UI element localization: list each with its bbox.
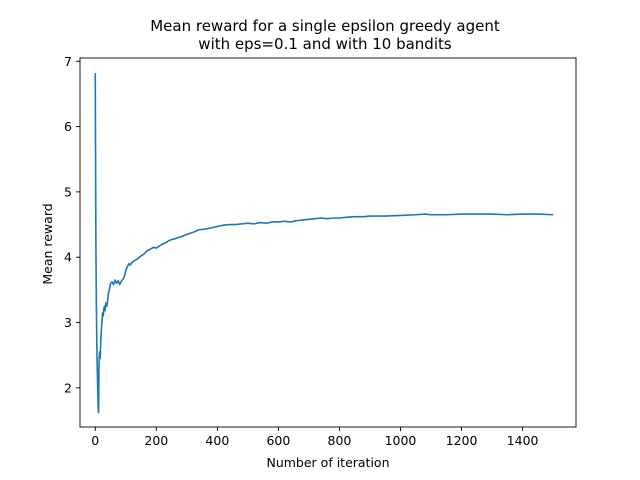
chart-title-line-1: Mean reward for a single epsilon greedy … xyxy=(150,17,500,35)
x-tick-label: 600 xyxy=(266,433,290,448)
y-axis-ticks: 2 3 4 5 6 7 xyxy=(64,54,80,395)
x-tick-label: 1000 xyxy=(385,433,417,448)
x-axis-ticks: 0 200 400 600 800 1000 1200 1400 xyxy=(91,427,539,448)
x-axis-label: Number of iteration xyxy=(266,455,389,470)
plot-area xyxy=(79,57,577,428)
y-tick-label: 6 xyxy=(64,119,72,134)
x-tick-label: 800 xyxy=(328,433,352,448)
x-tick-label: 1200 xyxy=(446,433,478,448)
chart-title-line-2: with eps=0.1 and with 10 bandits xyxy=(198,35,452,53)
y-tick-label: 3 xyxy=(64,315,72,330)
x-tick-label: 1400 xyxy=(507,433,539,448)
x-tick-label: 200 xyxy=(144,433,168,448)
series-line-0 xyxy=(94,73,554,414)
y-tick-label: 5 xyxy=(64,184,72,199)
x-tick-label: 400 xyxy=(205,433,229,448)
y-tick-label: 7 xyxy=(64,54,72,69)
y-tick-label: 4 xyxy=(64,250,72,265)
plot-frame xyxy=(79,57,577,428)
y-axis-label: Mean reward xyxy=(40,203,55,284)
y-tick-label: 2 xyxy=(64,380,72,395)
x-tick-label: 0 xyxy=(91,433,99,448)
